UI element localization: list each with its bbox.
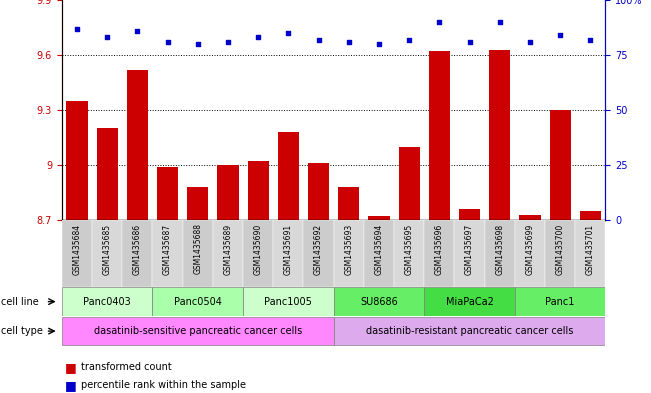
Bar: [515, 287, 605, 316]
Text: cell line: cell line: [1, 297, 39, 307]
Text: GSM1435689: GSM1435689: [223, 223, 232, 275]
Bar: [338, 187, 359, 220]
Text: ■: ■: [65, 361, 77, 374]
Bar: [62, 317, 333, 345]
Point: [555, 32, 565, 39]
Point: [72, 26, 82, 32]
Bar: [243, 220, 273, 287]
Text: GSM1435692: GSM1435692: [314, 223, 323, 275]
Bar: [519, 215, 540, 220]
Point: [585, 37, 596, 43]
Point: [525, 39, 535, 45]
Text: GSM1435696: GSM1435696: [435, 223, 444, 275]
Text: GSM1435685: GSM1435685: [103, 223, 111, 275]
Text: Panc0403: Panc0403: [83, 297, 131, 307]
Bar: [308, 163, 329, 220]
Bar: [152, 287, 243, 316]
Text: SU8686: SU8686: [360, 297, 398, 307]
Text: GSM1435693: GSM1435693: [344, 223, 353, 275]
Bar: [454, 220, 484, 287]
Bar: [273, 220, 303, 287]
Text: Panc1: Panc1: [546, 297, 575, 307]
Bar: [278, 132, 299, 220]
Text: GSM1435687: GSM1435687: [163, 223, 172, 275]
Bar: [424, 220, 454, 287]
Point: [313, 37, 324, 43]
Bar: [515, 220, 545, 287]
Text: MiaPaCa2: MiaPaCa2: [445, 297, 493, 307]
Text: GSM1435695: GSM1435695: [405, 223, 413, 275]
Bar: [217, 165, 238, 220]
Bar: [303, 220, 333, 287]
Text: GSM1435694: GSM1435694: [374, 223, 383, 275]
Text: percentile rank within the sample: percentile rank within the sample: [81, 380, 246, 390]
Point: [223, 39, 233, 45]
Text: dasatinib-sensitive pancreatic cancer cells: dasatinib-sensitive pancreatic cancer ce…: [94, 326, 302, 336]
Bar: [187, 187, 208, 220]
Bar: [575, 220, 605, 287]
Point: [344, 39, 354, 45]
Text: dasatinib-resistant pancreatic cancer cells: dasatinib-resistant pancreatic cancer ce…: [366, 326, 574, 336]
Bar: [394, 220, 424, 287]
Bar: [66, 101, 87, 220]
Point: [193, 41, 203, 47]
Text: Panc0504: Panc0504: [174, 297, 222, 307]
Bar: [122, 220, 152, 287]
Bar: [152, 220, 183, 287]
Bar: [243, 287, 333, 316]
Text: GSM1435700: GSM1435700: [556, 223, 564, 275]
Point: [283, 30, 294, 36]
Text: ■: ■: [65, 378, 77, 392]
Point: [162, 39, 173, 45]
Text: GSM1435684: GSM1435684: [72, 223, 81, 275]
Text: GSM1435699: GSM1435699: [525, 223, 534, 275]
Text: GSM1435698: GSM1435698: [495, 223, 505, 275]
Bar: [247, 162, 269, 220]
Point: [464, 39, 475, 45]
Point: [102, 34, 113, 40]
Point: [404, 37, 414, 43]
Bar: [429, 51, 450, 220]
Bar: [364, 220, 394, 287]
Text: GSM1435701: GSM1435701: [586, 223, 595, 275]
Point: [132, 28, 143, 34]
Bar: [545, 220, 575, 287]
Bar: [484, 220, 515, 287]
Bar: [549, 110, 571, 220]
Bar: [459, 209, 480, 220]
Text: Panc1005: Panc1005: [264, 297, 312, 307]
Bar: [213, 220, 243, 287]
Bar: [580, 211, 601, 220]
Bar: [62, 287, 152, 316]
Point: [495, 19, 505, 25]
Bar: [333, 220, 364, 287]
Bar: [489, 50, 510, 220]
Bar: [333, 317, 605, 345]
Point: [253, 34, 264, 40]
Text: GSM1435688: GSM1435688: [193, 223, 202, 274]
Bar: [333, 287, 424, 316]
Bar: [183, 220, 213, 287]
Bar: [398, 147, 420, 220]
Point: [374, 41, 384, 47]
Point: [434, 19, 445, 25]
Bar: [127, 70, 148, 220]
Bar: [368, 217, 389, 220]
Bar: [92, 220, 122, 287]
Text: GSM1435691: GSM1435691: [284, 223, 293, 275]
Text: transformed count: transformed count: [81, 362, 172, 373]
Bar: [62, 220, 92, 287]
Text: cell type: cell type: [1, 326, 43, 336]
Bar: [157, 167, 178, 220]
Bar: [96, 129, 118, 220]
Text: GSM1435697: GSM1435697: [465, 223, 474, 275]
Bar: [424, 287, 515, 316]
Text: GSM1435686: GSM1435686: [133, 223, 142, 275]
Text: GSM1435690: GSM1435690: [254, 223, 262, 275]
